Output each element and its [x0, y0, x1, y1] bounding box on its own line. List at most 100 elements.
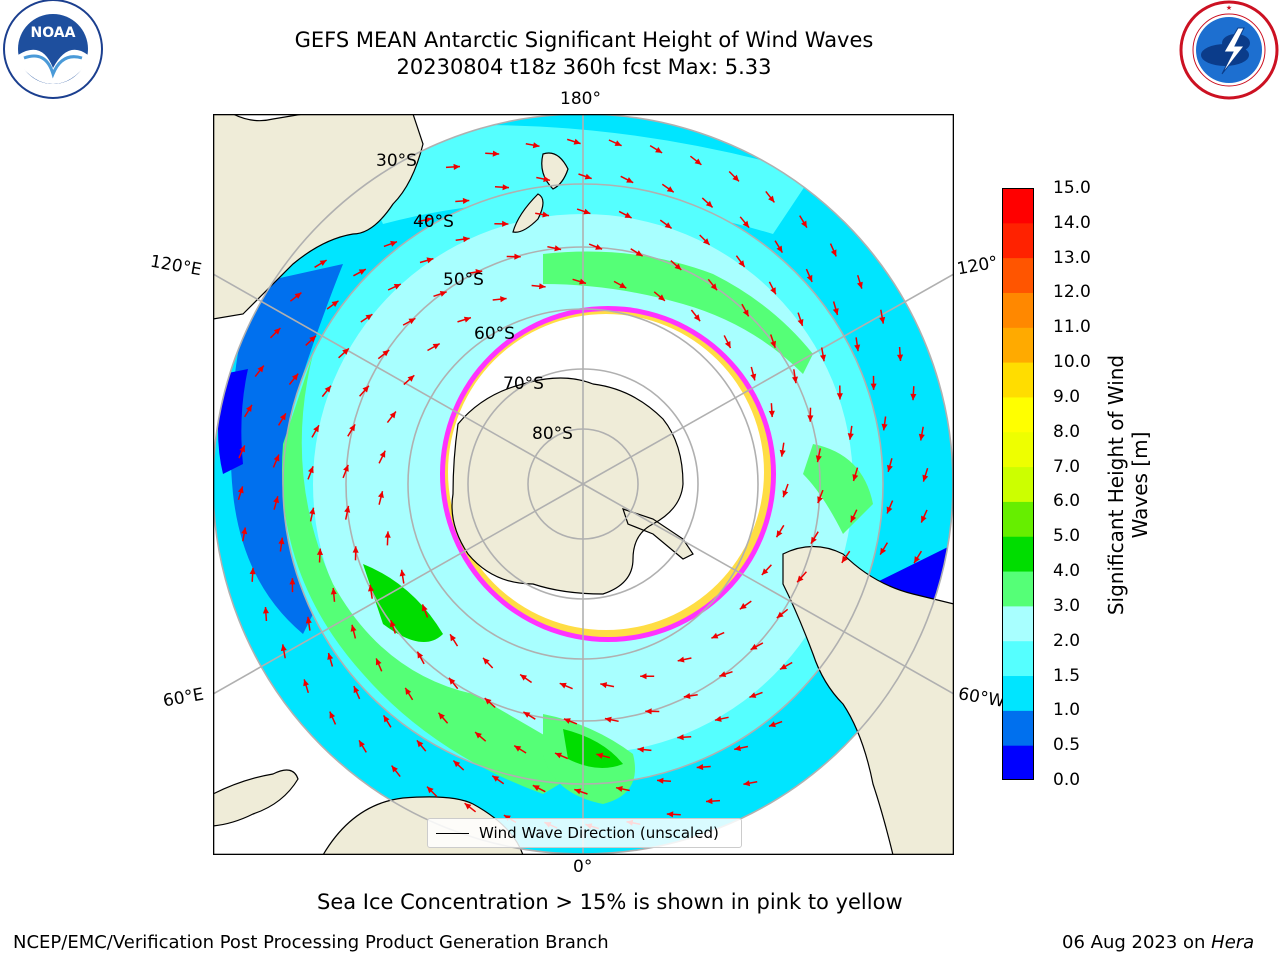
wave-direction-arrowhead	[780, 663, 787, 670]
wave-direction-arrowhead	[520, 674, 527, 681]
wave-direction-arrowhead	[640, 673, 647, 680]
wave-direction-arrowhead	[249, 567, 256, 575]
wave-direction-arrowhead	[502, 184, 509, 191]
south-america	[782, 545, 954, 855]
wave-direction-arrowhead	[881, 423, 888, 431]
lat-label-70s: 70°S	[503, 374, 544, 394]
colorbar-segment	[1002, 571, 1034, 607]
wave-direction-arrowhead	[384, 531, 391, 538]
lat-label-30s: 30°S	[376, 151, 417, 171]
wave-direction-arrowhead	[595, 244, 603, 250]
colorbar-segment	[1002, 292, 1034, 328]
wave-direction-arrowhead	[857, 281, 863, 289]
wave-direction-arrowhead	[921, 515, 927, 523]
wave-direction-arrowhead	[393, 284, 401, 290]
wave-direction-arrowhead	[327, 653, 334, 660]
wave-direction-arrowhead	[330, 587, 337, 595]
sea-ice-caption: Sea Ice Concentration > 15% is shown in …	[317, 890, 903, 914]
colorbar-tick-label: 10.0	[1053, 352, 1091, 373]
wave-direction-arrowhead	[391, 765, 398, 773]
colorbar-tick-label: 7.0	[1053, 456, 1081, 477]
wave-direction-arrowhead	[432, 343, 440, 350]
wind-wave-arrows	[237, 138, 929, 830]
wave-direction-arrowhead	[750, 643, 758, 650]
wave-direction-arrowhead	[810, 536, 817, 544]
wave-direction-arrowhead	[696, 764, 704, 771]
wave-direction-arrowhead	[405, 687, 412, 695]
lon-label-60w: 60°W	[956, 684, 1007, 712]
chart-title-line1: GEFS MEAN Antarctic Significant Height o…	[294, 28, 874, 52]
wave-direction-arrowhead	[273, 328, 281, 335]
wave-direction-arrowhead	[852, 474, 859, 481]
wave-direction-arrowhead	[624, 212, 632, 218]
wave-direction-arrowhead	[658, 294, 665, 301]
wave-direction-arrowhead	[677, 734, 684, 741]
wave-direction-arrowhead	[368, 584, 374, 592]
lon-label-60e: 60°E	[161, 684, 206, 712]
wave-direction-arrowhead	[342, 348, 349, 355]
australia-land	[213, 114, 424, 320]
colorbar-segment	[1002, 466, 1034, 502]
wave-direction-arrowhead	[742, 309, 749, 317]
wave-direction-arrowhead	[886, 506, 893, 514]
wave-direction-arrowhead	[847, 433, 854, 440]
wave-direction-arrowhead	[329, 711, 336, 719]
wave-direction-arrowhead	[776, 530, 783, 538]
wave-direction-arrowhead	[705, 200, 713, 208]
colorbar-tick-label: 1.5	[1053, 665, 1081, 686]
wave-direction-arrowhead	[738, 260, 745, 267]
wave-direction-arrowhead	[677, 656, 685, 663]
colorbar-segment	[1002, 396, 1034, 433]
wave-direction-arrowhead	[749, 692, 757, 698]
wave-direction-arrowhead	[815, 455, 822, 463]
wave-direction-arrowhead	[450, 634, 456, 642]
wave-direction-arrowhead	[674, 263, 682, 270]
wave-direction-arrowhead	[554, 245, 562, 252]
wave-direction-arrowhead	[475, 732, 482, 739]
wave-direction-arrowhead	[817, 496, 823, 504]
wave-direction-arrowhead	[750, 373, 757, 381]
wave-direction-arrowhead	[475, 269, 483, 275]
wave-direction-arrowhead	[563, 718, 571, 724]
wave-direction-arrowhead	[879, 316, 886, 324]
wave-direction-arrowhead	[279, 413, 286, 421]
wave-direction-arrowhead	[792, 376, 798, 384]
colorbar-tick-label: 6.0	[1053, 491, 1081, 512]
colorbar-segment	[1002, 257, 1034, 293]
map-legend: Wind Wave Direction (unscaled)	[427, 818, 742, 848]
wave-direction-arrowhead	[719, 671, 727, 677]
wave-direction-arrowhead	[782, 490, 789, 498]
wave-direction-arrowhead	[776, 611, 784, 618]
wave-direction-arrowhead	[359, 740, 365, 748]
colorbar-tick-label: 0.5	[1053, 735, 1081, 756]
colorbar-svg	[1002, 188, 1034, 781]
wave-direction-arrowhead	[770, 287, 776, 295]
colorbar-tick-label: 11.0	[1053, 317, 1091, 338]
colorbar-tick-label: 5.0	[1053, 526, 1081, 547]
wave-direction-arrowhead	[797, 575, 804, 583]
wave-direction-arrowhead	[343, 464, 349, 472]
lon-label-0: 0°	[573, 857, 593, 877]
wave-direction-arrowhead	[914, 556, 920, 564]
wave-direction-arrowhead	[344, 505, 351, 513]
wave-direction-arrowhead	[309, 335, 316, 343]
wave-direction-arrowhead	[349, 424, 356, 432]
wave-direction-arrowhead	[666, 811, 674, 818]
wave-direction-arrowhead	[350, 624, 357, 632]
colorbar-segment	[1002, 745, 1034, 781]
wave-direction-arrowhead	[291, 373, 299, 381]
legend-label: Wind Wave Direction (unscaled)	[479, 824, 719, 842]
wave-direction-arrowhead	[820, 354, 826, 362]
wave-direction-arrowhead	[382, 350, 390, 357]
wave-direction-arrowhead	[539, 283, 546, 290]
wave-direction-arrowhead	[319, 260, 327, 266]
lat-label-40s: 40°S	[413, 212, 454, 232]
wave-direction-arrowhead	[600, 682, 608, 689]
wave-direction-arrowhead	[463, 236, 470, 243]
wave-direction-arrowhead	[353, 686, 360, 694]
wave-direction-arrowhead	[830, 249, 837, 257]
wave-direction-arrowhead	[453, 760, 461, 768]
wave-direction-arrowhead	[421, 604, 428, 612]
wave-direction-arrowhead	[523, 711, 531, 718]
colorbar-label: Significant Height of Wind Waves [m]	[1104, 354, 1152, 616]
